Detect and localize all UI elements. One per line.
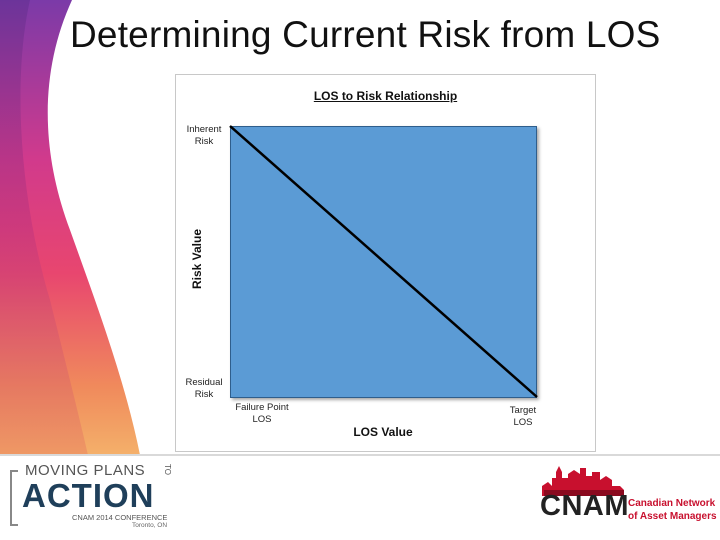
logo-line4: Toronto, ON <box>132 522 168 529</box>
cnam-logo: CNAM Canadian Network of Asset Managers <box>538 464 717 528</box>
slide-title: Determining Current Risk from LOS <box>70 14 661 55</box>
moving-plans-logo: MOVING PLANS TO ACTION CNAM 2014 CONFERE… <box>10 462 172 532</box>
y-bottom-label: Residual Risk <box>185 377 223 400</box>
city-skyline-icon <box>542 466 624 496</box>
logo-line1: MOVING PLANS <box>25 462 146 479</box>
cnam-subtitle-line2: of Asset Managers <box>628 511 717 522</box>
x-left-label: Failure Point LOS <box>235 402 289 425</box>
x-axis-title: LOS Value <box>353 425 413 439</box>
logo-to: TO <box>163 464 172 475</box>
cnam-wordmark: CNAM <box>540 490 629 522</box>
footer-divider <box>0 454 720 456</box>
diagram-svg <box>229 125 538 398</box>
risk-los-relationship-line <box>229 125 538 398</box>
logo-line2: ACTION <box>22 477 155 514</box>
cnam-subtitle-line1: Canadian Network <box>628 498 716 509</box>
chart-title: LOS to Risk Relationship <box>313 89 458 103</box>
chart-frame: LOS to Risk Relationship Inherent Risk Re… <box>175 74 596 452</box>
logo-bracket <box>10 470 18 526</box>
x-right-label: Target LOS <box>509 405 537 428</box>
logo-line3: CNAM 2014 CONFERENCE <box>72 513 168 522</box>
y-axis-title: Risk Value <box>190 228 204 290</box>
y-top-label: Inherent Risk <box>186 124 222 147</box>
